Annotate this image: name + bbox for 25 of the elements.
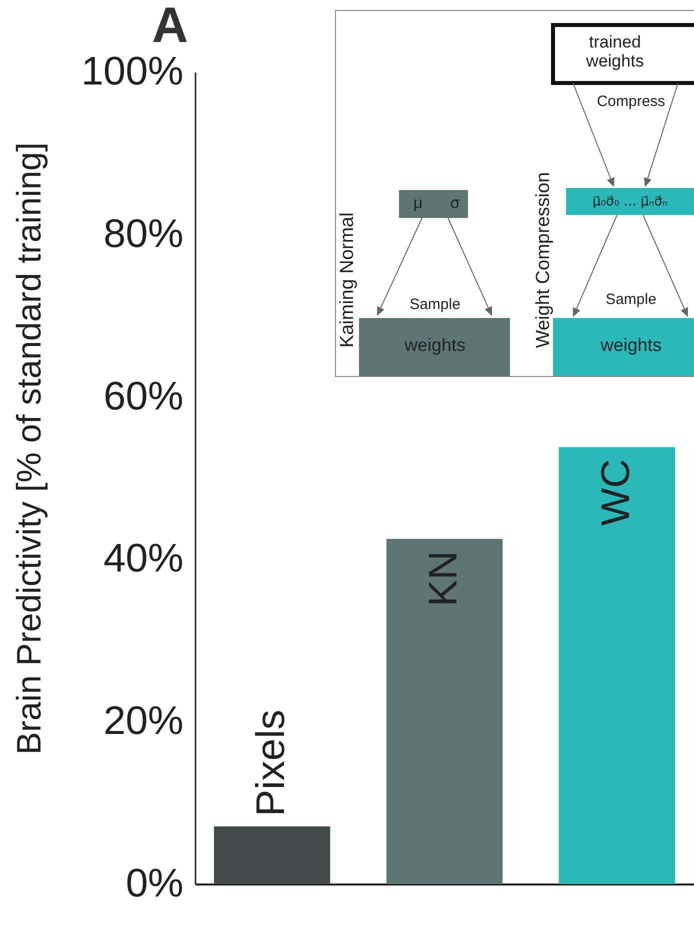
annotation: σ bbox=[450, 195, 460, 212]
annotation: μ⃗₀σ⃗₀ … μ⃗ₙσ⃗ₙ bbox=[592, 194, 668, 210]
annotation: Sample bbox=[606, 290, 656, 308]
y-tick-label: 80% bbox=[103, 212, 184, 256]
y-tick-label: 0% bbox=[126, 862, 184, 906]
annotation: Compress bbox=[596, 92, 666, 110]
text: trained weights bbox=[586, 33, 644, 71]
annotation: Sample bbox=[410, 296, 460, 313]
y-tick-label: 20% bbox=[103, 699, 184, 744]
annotation: Weight Compression bbox=[533, 172, 554, 348]
y-axis-title: Brain Predictivity [% of standard training] bbox=[10, 142, 48, 755]
annotation: weights bbox=[403, 334, 466, 355]
panel-letter: A bbox=[152, 0, 188, 50]
bar bbox=[214, 826, 330, 884]
bar bbox=[386, 538, 503, 884]
annotation: Kaiming Normal bbox=[337, 212, 358, 348]
x-tick-label: Pixels bbox=[249, 710, 294, 816]
x-tick-label: KN bbox=[422, 550, 466, 606]
bar bbox=[558, 447, 676, 884]
y-tick-label: 40% bbox=[103, 536, 184, 581]
y-tick-label: 100% bbox=[81, 50, 184, 94]
annotation: μ bbox=[413, 195, 423, 212]
annotation: weights bbox=[599, 334, 662, 355]
x-tick-label: WC bbox=[594, 459, 638, 526]
y-tick-label: 60% bbox=[103, 374, 184, 418]
